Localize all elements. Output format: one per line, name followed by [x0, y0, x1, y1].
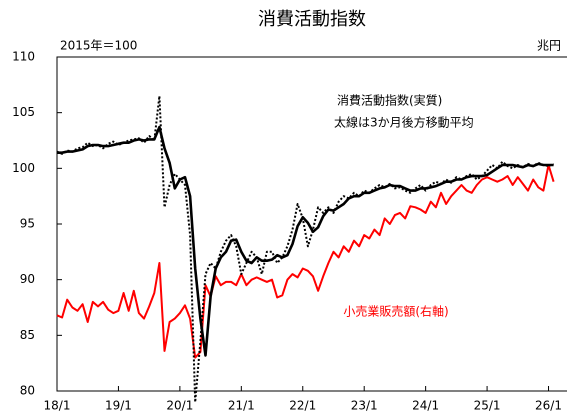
x-tick-label: 22/1 — [289, 399, 316, 413]
y-tick-label: 105 — [12, 105, 35, 119]
annotation: 太線は3か月後方移動平均 — [334, 115, 474, 130]
x-tick-label: 25/1 — [474, 399, 501, 413]
x-tick-label: 19/1 — [105, 399, 132, 413]
y-tick-label: 90 — [20, 272, 35, 286]
annotation: 小売業販売額(右軸) — [343, 304, 448, 319]
series-line — [56, 164, 555, 359]
right-unit: 兆円 — [537, 39, 561, 53]
x-tick-label: 24/1 — [412, 399, 439, 413]
x-tick-label: 20/1 — [166, 399, 193, 413]
x-tick-label: 26/1 — [535, 399, 562, 413]
y-tick-label: 100 — [12, 161, 35, 175]
x-tick-label: 21/1 — [228, 399, 255, 413]
plot-frame — [56, 56, 567, 392]
y-tick-label: 95 — [20, 217, 35, 231]
x-tick-label: 18/1 — [44, 399, 71, 413]
y-tick-label: 80 — [20, 384, 35, 398]
y-tick-label: 85 — [20, 328, 35, 342]
series-line — [57, 125, 554, 357]
subtitle: 2015年＝100 — [60, 39, 137, 53]
annotation: 消費活動指数(実質) — [337, 93, 442, 108]
chart-title: 消費活動指数 — [258, 9, 366, 30]
x-tick-label: 23/1 — [351, 399, 378, 413]
y-tick-label: 110 — [12, 50, 35, 64]
